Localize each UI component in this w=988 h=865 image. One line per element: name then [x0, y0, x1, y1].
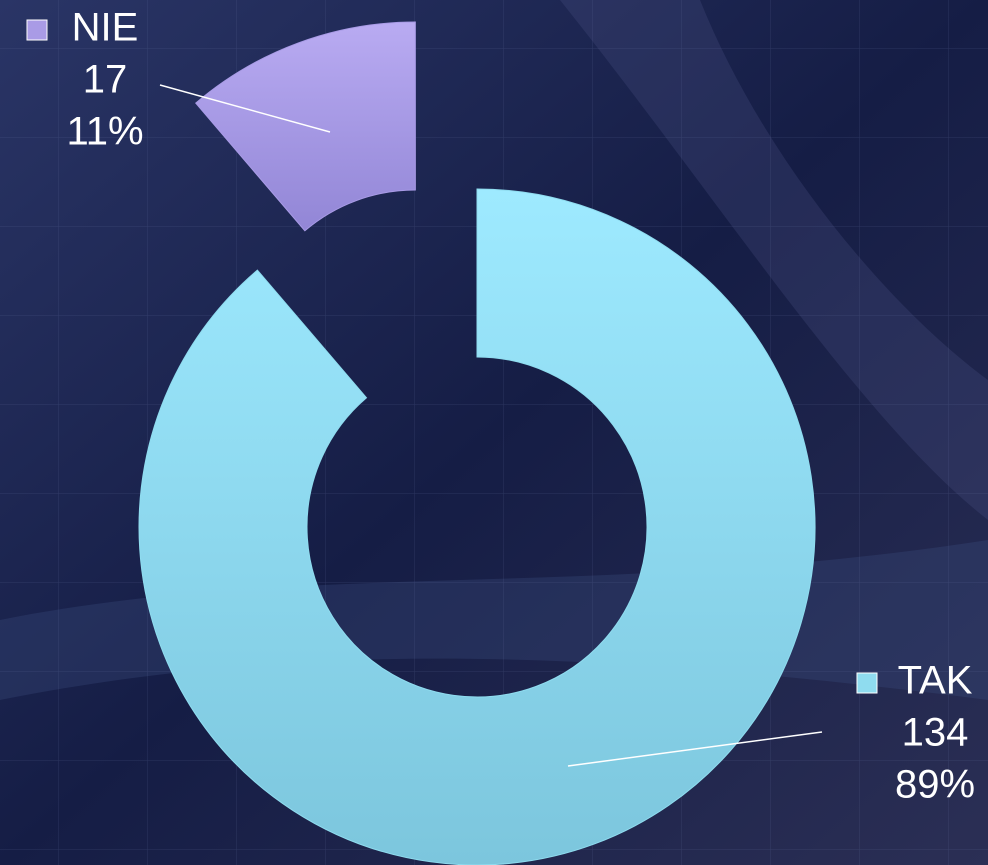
leader-line	[567, 731, 823, 767]
leader-line	[159, 84, 331, 133]
plot: TAK 134 89% NIE 17 11%	[26, 6, 975, 865]
donut-slice	[194, 21, 416, 232]
percent-label: 11%	[66, 110, 143, 154]
percent-label: 89%	[895, 763, 975, 807]
category-label: TAK	[898, 659, 973, 703]
value-label: 134	[902, 711, 969, 755]
legend-swatch	[26, 19, 48, 41]
legend-swatch	[856, 672, 878, 694]
value-label: 17	[83, 58, 128, 102]
donut-slice	[138, 188, 816, 865]
category-label: NIE	[72, 6, 139, 50]
